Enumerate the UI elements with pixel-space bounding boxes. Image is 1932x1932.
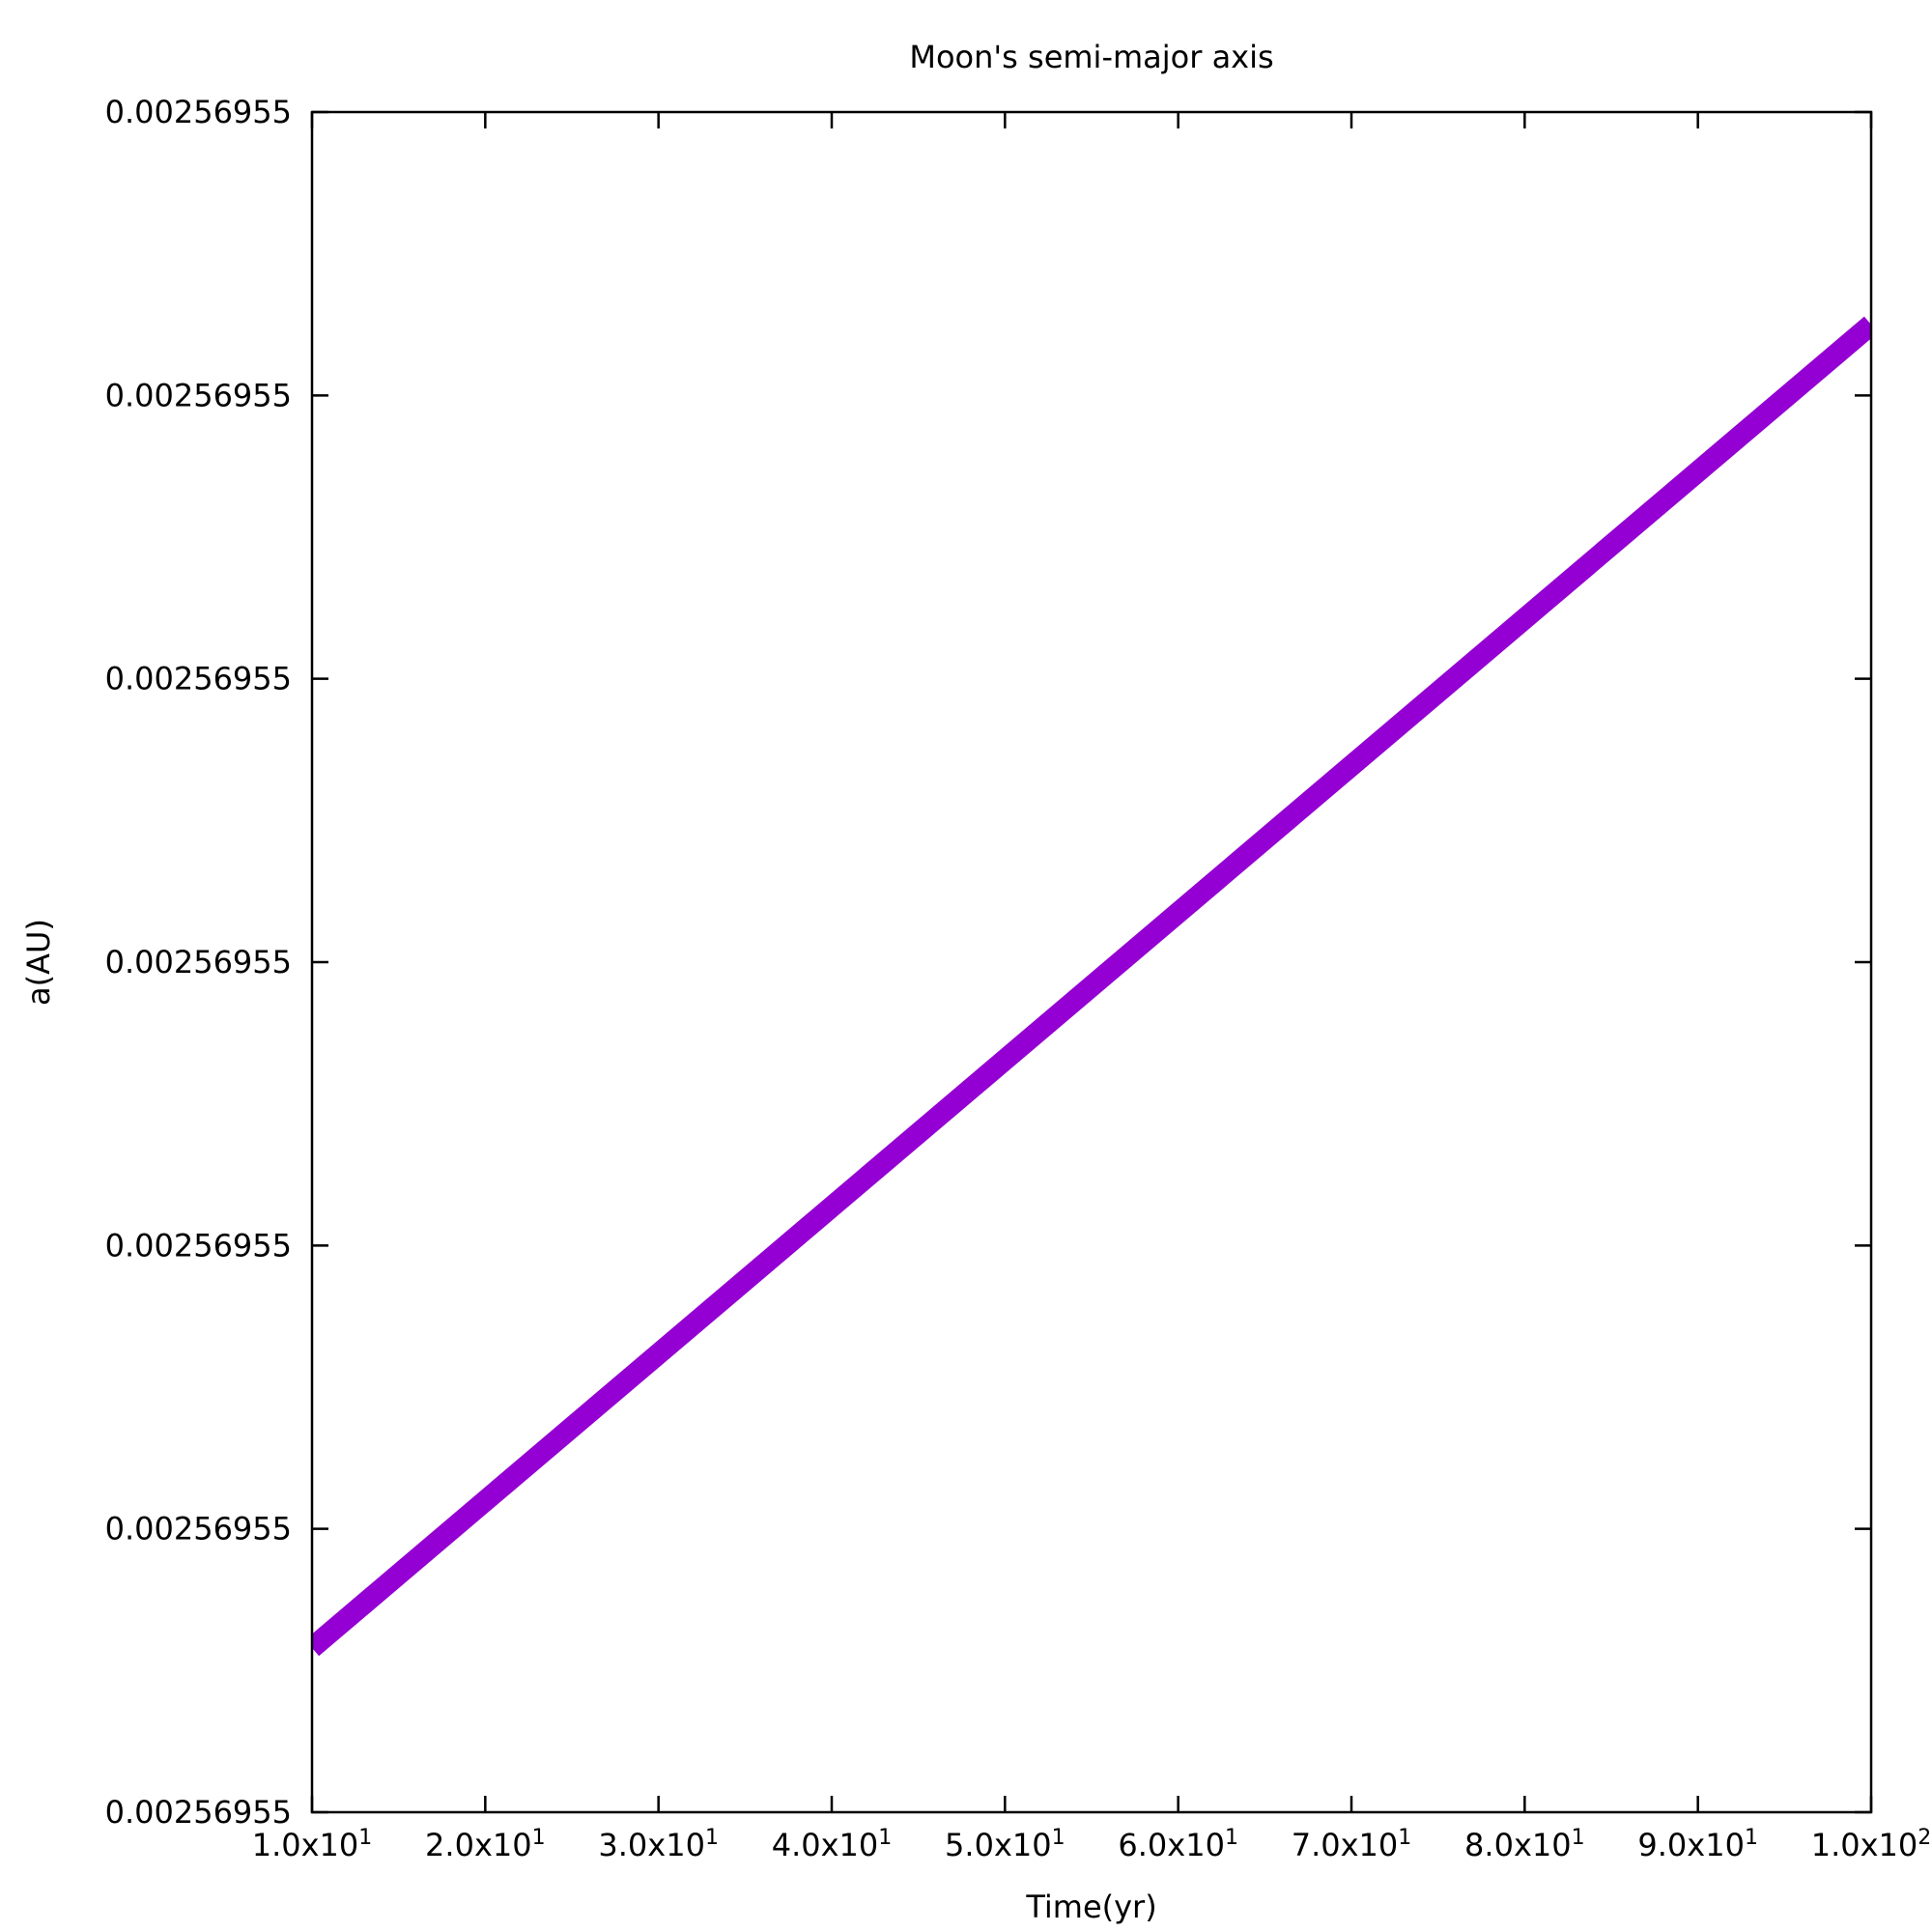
y-axis-label: a(AU) <box>20 919 57 1006</box>
plot-frame <box>310 110 1873 1814</box>
x-tick-label: 6.0x101 <box>1118 1826 1238 1863</box>
x-tick-label-exponent: 2 <box>1918 1826 1931 1850</box>
x-tick-label-exponent: 1 <box>705 1826 719 1850</box>
x-tick-label: 5.0x101 <box>945 1826 1065 1863</box>
x-tick-label-exponent: 1 <box>532 1826 546 1850</box>
x-tick-label: 7.0x101 <box>1292 1826 1412 1863</box>
x-tick-label-mantissa: 6.0x10 <box>1118 1827 1225 1863</box>
y-tick-label: 0.00256955 <box>105 944 292 980</box>
x-tick-label-mantissa: 2.0x10 <box>425 1827 532 1863</box>
y-tick-label: 0.00256955 <box>105 1227 292 1264</box>
x-tick-label-exponent: 1 <box>358 1826 372 1850</box>
x-tick-label-mantissa: 9.0x10 <box>1637 1827 1745 1863</box>
x-tick-label: 1.0x102 <box>1811 1826 1932 1863</box>
series-line-0 <box>312 316 1871 1657</box>
y-tick-label: 0.00256955 <box>105 661 292 697</box>
x-axis-label: Time(yr) <box>1025 1889 1156 1925</box>
x-tick-label: 1.0x101 <box>252 1826 373 1863</box>
x-tick-label-mantissa: 1.0x10 <box>1811 1827 1918 1863</box>
chart-title: Moon's semi-major axis <box>909 39 1273 75</box>
x-tick-label-mantissa: 1.0x10 <box>252 1827 359 1863</box>
x-tick-label: 8.0x101 <box>1464 1826 1585 1863</box>
x-tick-label-exponent: 1 <box>1572 1826 1585 1850</box>
x-tick-label-mantissa: 3.0x10 <box>598 1827 705 1863</box>
x-tick-label: 2.0x101 <box>425 1826 546 1863</box>
y-tick-label: 0.00256955 <box>105 377 292 413</box>
x-tick-label-mantissa: 7.0x10 <box>1292 1827 1399 1863</box>
x-tick-label-mantissa: 4.0x10 <box>772 1827 879 1863</box>
y-tick-labels: 0.00256955 0.00256955 0.00256955 0.00256955… <box>105 94 292 1831</box>
x-tick-label-exponent: 1 <box>1398 1826 1411 1850</box>
x-tick-labels: 1.0x101 2.0x101 3.0x101 4.0x101 5.0x101 6.0x1… <box>252 1826 1932 1863</box>
ticks-layer <box>310 110 1873 1814</box>
x-tick-label: 4.0x101 <box>772 1826 893 1863</box>
x-tick-label-exponent: 1 <box>1745 1826 1758 1850</box>
y-tick-label: 0.00256955 <box>105 1511 292 1548</box>
y-tick-label: 0.00256955 <box>105 1794 292 1831</box>
x-tick-label-mantissa: 5.0x10 <box>945 1827 1052 1863</box>
x-tick-label: 3.0x101 <box>598 1826 719 1863</box>
y-tick-label: 0.00256955 <box>105 94 292 130</box>
x-tick-label-exponent: 1 <box>878 1826 892 1850</box>
x-tick-label-exponent: 1 <box>1052 1826 1065 1850</box>
x-tick-label-exponent: 1 <box>1225 1826 1238 1850</box>
series-layer <box>312 316 1871 1657</box>
x-tick-label: 9.0x101 <box>1637 1826 1758 1863</box>
x-tick-label-mantissa: 8.0x10 <box>1464 1827 1572 1863</box>
